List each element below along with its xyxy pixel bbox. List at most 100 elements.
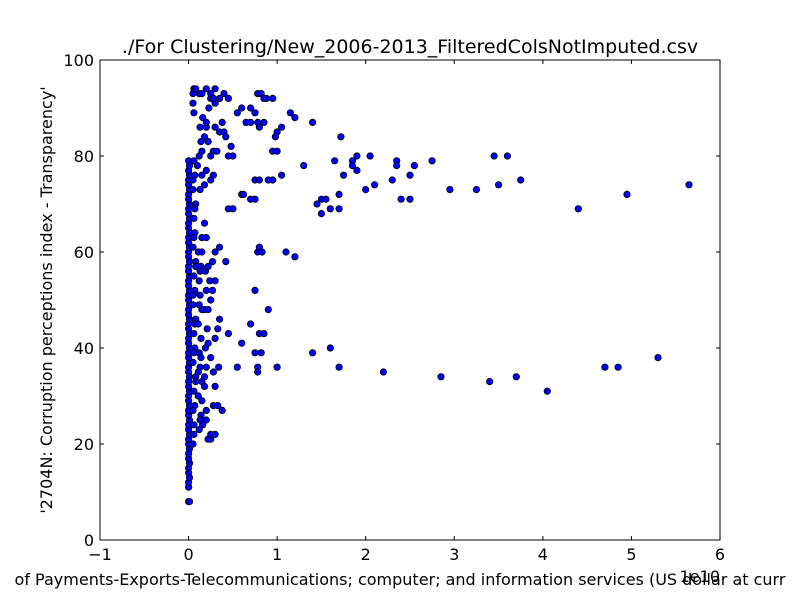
data-point [251,109,259,117]
data-point [574,205,582,213]
data-point [258,248,266,256]
data-point [322,195,330,203]
data-point [257,349,265,357]
data-point [211,248,219,256]
data-point [204,138,212,146]
data-point [189,291,197,299]
data-point [366,152,374,160]
data-point [202,363,210,371]
data-point [220,90,228,98]
data-point [202,234,210,242]
x-tick-label: 6 [715,545,725,564]
data-point [260,94,268,103]
x-tick-label: 2 [361,545,371,564]
data-point [202,118,210,127]
data-point [216,315,224,323]
data-point [273,147,281,155]
data-point [203,325,211,333]
data-point [198,147,206,155]
x-axis-label: of Payments-Exports-Telecommunications; … [15,570,786,589]
data-point [211,382,219,390]
data-point [247,118,255,127]
x-tick-label: 5 [626,545,636,564]
data-point [255,123,263,131]
data-point [269,176,277,184]
data-point [215,363,223,371]
data-point [216,243,224,251]
data-point [209,171,217,179]
data-point [211,334,219,342]
data-point [406,171,414,179]
y-tick-label: 80 [74,147,94,166]
data-point [196,291,204,299]
data-point [200,181,209,189]
x-offset-label: 1e10 [680,567,720,586]
data-point [205,104,213,112]
data-point [208,257,217,266]
data-point [214,401,222,410]
data-point [208,286,217,294]
x-tick-label: 3 [449,545,459,564]
data-point [239,190,248,198]
data-point [335,363,343,371]
data-point [494,181,503,189]
data-point [197,353,205,362]
data-point [255,176,263,184]
data-point [192,85,200,93]
data-point [282,248,290,256]
data-point [222,133,230,141]
data-point [202,85,210,93]
data-point [218,406,226,414]
data-point [233,363,241,371]
data-point [196,186,204,194]
data-point [211,85,219,93]
x-tick-label: 1 [272,545,282,564]
data-point [190,157,198,165]
data-point [198,248,206,256]
data-point [213,147,221,155]
data-point [189,99,197,107]
data-point [202,406,210,414]
data-point [229,152,237,160]
data-point [397,195,405,203]
data-point [251,286,259,294]
data-point [194,392,202,400]
points-layer [185,85,693,506]
data-point [503,152,511,160]
data-point [410,162,418,170]
y-tick-label: 100 [63,51,94,70]
data-point [291,114,299,122]
data-point [348,162,356,170]
data-point [335,205,343,213]
data-point [300,162,308,170]
x-tick-label: 0 [183,545,193,564]
data-point [317,210,325,218]
data-point [388,176,396,184]
data-point [192,377,200,386]
data-point [654,353,662,362]
data-point [251,195,259,203]
data-point [199,421,207,429]
data-point [623,190,631,198]
data-point [362,186,370,194]
data-point [211,277,219,285]
data-point [286,109,294,117]
data-point [198,171,206,179]
data-point [437,373,445,381]
data-point [204,339,212,347]
data-point [353,166,361,174]
data-point [273,363,281,371]
data-point [194,368,202,376]
data-point [446,186,454,194]
data-point [264,305,272,314]
data-point [202,416,210,424]
data-point [260,329,268,338]
data-point [247,104,255,112]
data-point [199,114,207,122]
plot-frame [99,59,721,541]
data-point [190,421,198,429]
data-point [353,152,361,160]
data-point [202,166,210,174]
data-point [227,142,235,150]
data-point [379,368,387,376]
